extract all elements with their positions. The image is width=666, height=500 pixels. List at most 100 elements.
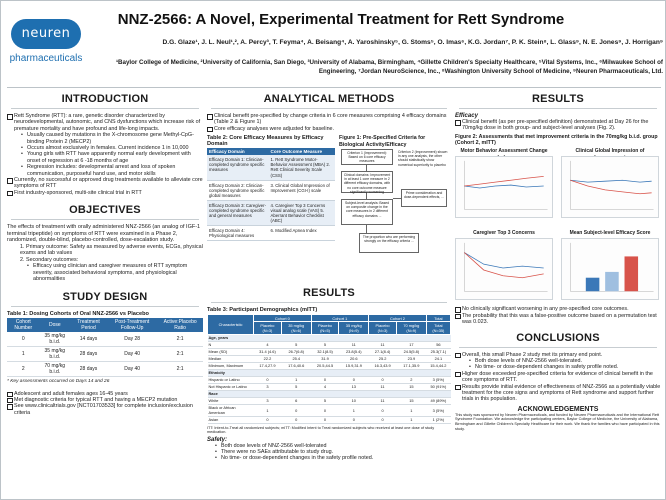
table-cell: 0 (311, 404, 339, 417)
table2-title: Table 2: Core Efficacy Measures by Effic… (207, 135, 324, 148)
intro-sublist: Usually caused by mutations in the X-chr… (21, 132, 203, 177)
table-cell: 4 (311, 383, 339, 391)
safety-list: Both dose levels of NNZ-2566 well-tolera… (215, 443, 451, 463)
col-header: Treatment Period (69, 317, 108, 332)
objective-item: 1. Primary outcome: Safety as measured b… (20, 244, 203, 257)
col-header: Dose (39, 317, 70, 332)
demographics-table: Characteristic Cohort 0 Cohort 1 Cohort … (206, 314, 452, 424)
table-cell: 17 (396, 341, 427, 349)
table-cell: 5 (281, 383, 312, 391)
design-bullet: Adolescent and adult females ages 16-45 … (7, 391, 203, 398)
table-cell: 70 mg/kg b.i.d. (39, 361, 70, 377)
table-cell (338, 334, 369, 342)
table-cell: 3. Clinical Global Impression of Improve… (268, 180, 335, 201)
table-cell: 0 (311, 376, 339, 384)
table-cell: 1 (253, 404, 282, 417)
table1-title: Table 1: Dosing Cohorts of Oral NNZ-2566… (7, 310, 149, 317)
table3-note: ITT: Intent-to-Treat all randomized subj… (207, 425, 435, 434)
table-cell: 1 (338, 404, 369, 417)
table-cell: 11 (368, 383, 397, 391)
table-header-row: Cohort Number Dose Treatment Period Post… (7, 317, 203, 332)
table-cell: 23.8(5.4) (338, 348, 369, 356)
results-heading: RESULTS (532, 93, 584, 105)
objective-sublist: Efficacy using clinician and caregiver m… (27, 263, 203, 282)
table-cell: 0 (338, 416, 369, 424)
intro-subbullet: Usually caused by mutations in the X-chr… (21, 132, 203, 145)
acknowledgements-text: This study was sponsored by Neuren Pharm… (455, 412, 660, 431)
section-divider (11, 219, 199, 221)
section-divider (11, 108, 199, 109)
conclusions-heading: CONCLUSIONS (516, 331, 600, 344)
table-cell: Race (207, 390, 254, 398)
col-header: Efficacy Domain (207, 148, 269, 156)
table-cell: 0 (338, 376, 369, 384)
table-cell: 1. Rett Syndrome Motor-Behavior Assessme… (268, 155, 335, 181)
intro-subbullet: Occurs almost exclusively in females. Cu… (21, 145, 203, 152)
table-cell: 49 (89%) (426, 397, 451, 405)
table-cell: 56 (426, 341, 451, 349)
table-cell: Efficacy Domain 3: Caregiver-completed s… (207, 200, 269, 227)
col-subheader: 35 mg/kg (N=9) (338, 321, 370, 335)
active-line (570, 180, 652, 195)
table-cell: 3 (5%) (426, 404, 451, 417)
table-cell: 16.3,43.9 (368, 362, 397, 370)
table-cell: 3 (253, 383, 282, 391)
table-cell (396, 369, 427, 377)
table2-block: Table 2: Core Efficacy Measures by Effic… (207, 135, 335, 242)
table-cell (311, 369, 339, 377)
author-list: D.G. Glaze¹, J. L. Neul¹,², A. Percy³, T… (162, 39, 664, 46)
intro-bullet: Rett Syndrome (RTT): a rare, genetic dis… (7, 113, 203, 177)
col-header: Cohort 2 (368, 314, 427, 323)
table-row: Efficacy Domain 4: Physiological measure… (207, 225, 335, 242)
col-header: Cohort 1 (310, 314, 370, 323)
results-heading: RESULTS (303, 287, 355, 300)
table-cell: 11 (338, 341, 369, 349)
table-cell: Efficacy Domain 4: Physiological measure… (207, 225, 269, 242)
table-subheader-row: Placebo (N=3) 35 mg/kg (N=6) Placebo (N=… (208, 321, 452, 335)
dosing-table: Cohort Number Dose Treatment Period Post… (7, 317, 203, 377)
table-cell (281, 334, 312, 342)
table-cell: 32.1(8.5) (311, 348, 339, 356)
high-dose-bar (624, 256, 639, 292)
table-cell (281, 369, 312, 377)
figure2-title: Figure 2: Assessments that met improveme… (455, 133, 658, 147)
efficacy-heading: Efficacy (455, 113, 478, 119)
table-cell: 22.2 (253, 355, 282, 363)
flow-box: Criterion 1 (Improvement): Based on 6 co… (341, 149, 393, 166)
table-cell (253, 334, 282, 342)
table-cell: White (207, 397, 254, 405)
table-cell: 13 (338, 383, 369, 391)
section-divider (11, 305, 199, 307)
safety-bullet: No time- or dose-dependent changes in th… (215, 455, 451, 462)
table-cell: Efficacy Domain 2: Clinician-completed s… (207, 180, 269, 201)
section-divider (459, 346, 657, 348)
table-cell: 0 (253, 416, 282, 424)
table-cell: 2:1 (157, 346, 203, 362)
table-cell: 1 (281, 376, 312, 384)
active-line (464, 176, 544, 187)
table-row: Median 22.2 25.4 31.9 20.6 25.2 23.9 24.1 (207, 355, 451, 363)
flow-box: Criterion 2 (Improvement) shown in any o… (397, 149, 449, 174)
figure1-block: Figure 1: Pre-Specified Criteria for Bio… (339, 135, 451, 285)
table-cell: Asian (207, 416, 254, 424)
table-cell: 28 days (69, 346, 108, 362)
table-cell: 0 (281, 416, 312, 424)
table-cell: 15 (396, 383, 427, 391)
table-cell: 25.2 (368, 355, 397, 363)
demographics-body: Age, years N 4 5 5 11 11 17 56 Mean (SD) 31.4 (4.6… (207, 334, 451, 424)
table-cell (281, 390, 312, 398)
chart-title: Caregiver Top 3 Concerns (473, 230, 535, 237)
table-row: Not Hispanic or Latino 3 5 4 13 11 15 50 (91%) (207, 383, 451, 391)
col-header: Total (425, 314, 452, 323)
table-cell: 20.6 (338, 355, 369, 363)
table-cell (311, 390, 339, 398)
table-row: Black or African American 1 0 0 1 0 1 3 (5%) (207, 404, 451, 417)
placebo-line (464, 252, 544, 269)
flow-arrow (366, 165, 367, 172)
table-cell: 5 (311, 341, 339, 349)
chart-panel: Mean Subject-level Efficacy Score (561, 230, 659, 301)
objective-item: 2. Secondary outcomes: Efficacy using cl… (13, 257, 203, 283)
table-cell (253, 369, 282, 377)
table-cell (368, 390, 397, 398)
table-cell: 11 (368, 397, 397, 405)
